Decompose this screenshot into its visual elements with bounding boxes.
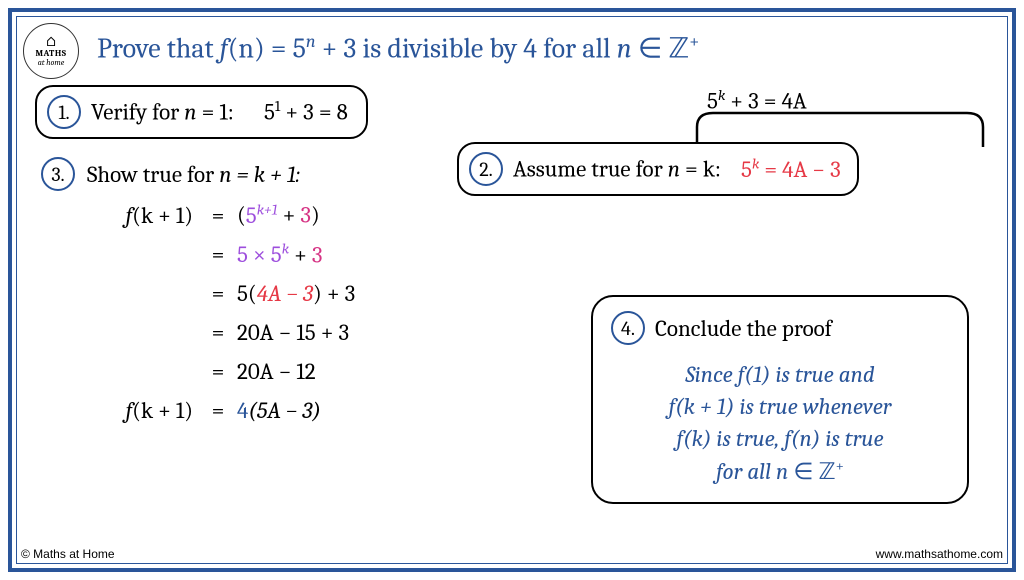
step1-eq1: = 1: xyxy=(197,99,234,126)
step3-circle: 3. xyxy=(41,157,75,191)
step3-num: 3. xyxy=(51,163,64,186)
step3-var: n xyxy=(219,161,231,188)
d1-3: 3 xyxy=(312,241,323,268)
logo-line2: at home xyxy=(38,59,65,67)
s4-l4-in: ∈ xyxy=(788,458,818,485)
title-setexp: + xyxy=(689,31,699,52)
step4-circle: 4. xyxy=(611,311,645,345)
deriv-row-3: = 20A − 15 + 3 xyxy=(87,319,355,346)
d0-o: ( xyxy=(237,202,246,229)
page-title: Prove that f(n) = 5n + 3 is divisible by… xyxy=(97,31,699,65)
deriv-row-0: f(k + 1) = (5k+1 + 3) xyxy=(87,201,355,229)
deriv-row-5: f(k + 1) = 4(5A − 3) xyxy=(87,397,355,424)
copyright: © Maths at Home xyxy=(21,547,115,561)
d0-e: k+1 xyxy=(257,201,278,218)
title-prefix: Prove that xyxy=(97,32,220,64)
d2-pre: 5( xyxy=(237,280,257,307)
title-plus3: + 3 xyxy=(316,32,357,64)
step2-rb: 5 xyxy=(741,156,752,183)
step1-circle: 1. xyxy=(47,95,81,129)
step2-text: Assume true for n = k: 5k = 4A − 3 xyxy=(513,155,841,183)
step2-result: 5k = 4A − 3 xyxy=(741,156,841,183)
d4-rhs: 20A − 12 xyxy=(231,358,316,385)
step3-eqk1: = k + 1: xyxy=(231,161,300,188)
d1-p: + xyxy=(289,241,312,268)
d0-c: ) xyxy=(311,202,320,229)
s4-l2: f(k + 1) is true whenever xyxy=(611,391,949,423)
title-exp: n xyxy=(306,31,316,52)
derivation: f(k + 1) = (5k+1 + 3) = 5 × 5k + 3 = 5(4… xyxy=(87,201,355,436)
d5-4: 4 xyxy=(237,397,248,424)
s4-l4-pre: for all xyxy=(716,458,776,485)
s4-l4: for all n ∈ ℤ+ xyxy=(611,456,949,488)
s4-l4-n: n xyxy=(776,458,788,485)
deriv-row-2: = 5(4A − 3) + 3 xyxy=(87,280,355,307)
title-mid: is divisible by 4 for all xyxy=(356,32,616,64)
title-fn: f xyxy=(220,32,228,64)
s4-l4-exp: + xyxy=(836,457,844,474)
step4-box: 4. Conclude the proof Since f(1) is true… xyxy=(591,295,969,504)
d0-p: + xyxy=(278,202,301,229)
deriv-row-1: = 5 × 5k + 3 xyxy=(87,241,355,269)
d0-b: 5 xyxy=(246,202,257,229)
step1-box: 1. Verify for n = 1: 51 + 3 = 8 xyxy=(35,85,368,139)
website: www.mathsathome.com xyxy=(876,547,1003,561)
step4-num: 4. xyxy=(621,317,635,340)
title-eq: = 5 xyxy=(265,32,306,64)
step1-var: n xyxy=(184,99,196,126)
d2-post: ) + 3 xyxy=(313,280,355,307)
d0-lhs-r: (k + 1) xyxy=(132,202,193,229)
s4-l4-set: ℤ xyxy=(818,459,835,484)
house-icon: ⌂ xyxy=(46,35,56,49)
step2-label: Assume true for xyxy=(513,156,668,183)
title-n: n xyxy=(617,32,632,64)
step3-label: Show true for n = k + 1: xyxy=(87,161,300,188)
logo-badge: ⌂ MATHS at home xyxy=(23,23,79,79)
d2-red: 4A − 3 xyxy=(257,280,313,307)
step2-callout: 5k + 3 = 4A 2. Assume true for n = k: 5k… xyxy=(657,87,967,207)
inner-frame: ⌂ MATHS at home Prove that f(n) = 5n + 3… xyxy=(16,16,1008,564)
s4-l3: f(k) is true, f(n) is true xyxy=(611,423,949,455)
s4-l1: Since f(1) is true and xyxy=(611,359,949,391)
step2-num: 2. xyxy=(479,158,493,181)
step1-base: 5 xyxy=(264,99,275,126)
d1-5x: 5 × 5 xyxy=(237,241,282,268)
step1-num: 1. xyxy=(58,101,69,124)
deriv-row-4: = 20A − 12 xyxy=(87,358,355,385)
d3-rhs: 20A − 15 + 3 xyxy=(231,319,349,346)
step4-header: 4. Conclude the proof xyxy=(611,311,949,345)
step3-labeltxt: Show true for xyxy=(87,161,219,188)
outer-frame: ⌂ MATHS at home Prove that f(n) = 5n + 3… xyxy=(8,8,1016,572)
step2-rr: = 4A − 3 xyxy=(759,156,840,183)
d0-3: 3 xyxy=(300,202,311,229)
title-paren: (n) xyxy=(228,32,265,64)
step1-label: Verify for xyxy=(91,99,184,126)
step1-rest: + 3 = 8 xyxy=(280,99,347,126)
d5-r: (5A − 3) xyxy=(248,397,321,424)
step2-var: n xyxy=(668,156,680,183)
step1-text: Verify for n = 1: 51 + 3 = 8 xyxy=(91,98,348,126)
step2-eqk: = k: xyxy=(680,156,721,183)
d1-e: k xyxy=(282,241,289,258)
step2-box: 2. Assume true for n = k: 5k = 4A − 3 xyxy=(457,142,859,196)
step2-circle: 2. xyxy=(469,152,503,186)
title-set: ℤ xyxy=(668,33,689,64)
d5-lhs-r: (k + 1) xyxy=(132,397,193,424)
step4-body: Since f(1) is true and f(k + 1) is true … xyxy=(611,359,949,488)
step4-label: Conclude the proof xyxy=(655,315,832,342)
title-in: ∈ xyxy=(632,32,669,64)
